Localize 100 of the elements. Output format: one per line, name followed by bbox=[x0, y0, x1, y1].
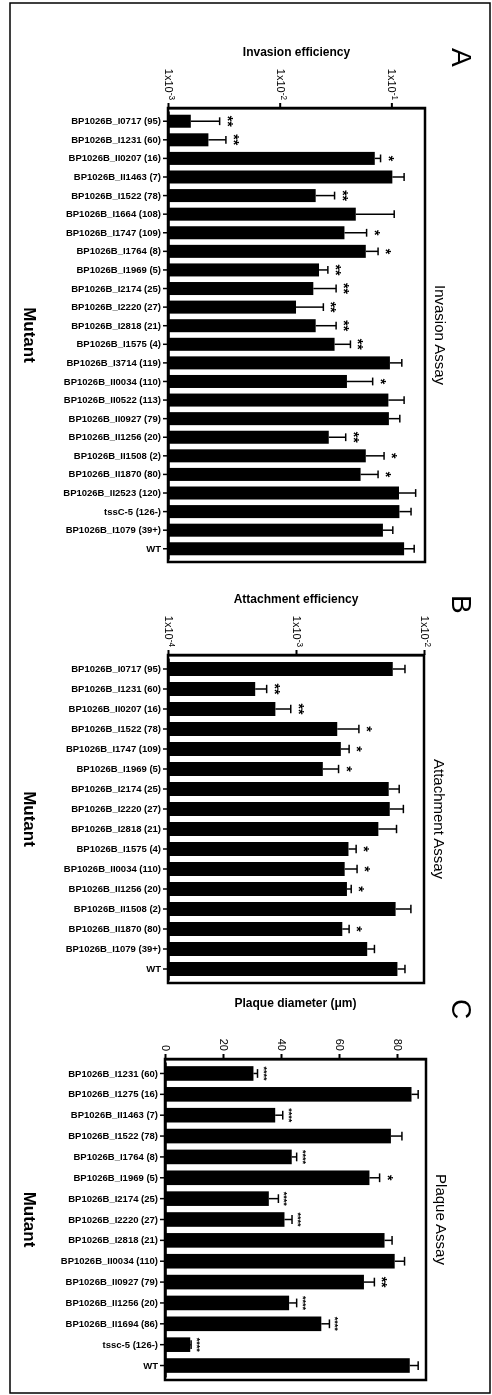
y-tick-label: BP1026B_II0034 (110) bbox=[60, 1255, 158, 1267]
y-tick-label: BP1026B_II0207 (16) bbox=[68, 152, 161, 164]
annotation: **** bbox=[192, 1337, 203, 1353]
y-tick-label: BP1026B_I1664 (108) bbox=[65, 208, 161, 220]
y-tick-label: BP1026B_I1764 (8) bbox=[76, 245, 161, 257]
y-tick-label: BP1026B_I2220 (27) bbox=[71, 301, 161, 313]
annotation: ** bbox=[266, 683, 283, 695]
y-tick-label: BP1026B_I2818 (21) bbox=[71, 319, 161, 331]
annotation: ** bbox=[345, 431, 362, 444]
text: Invasion Assay bbox=[432, 284, 449, 386]
y-tick-label: BP1026B_I1969 (5) bbox=[76, 263, 161, 275]
y-tick-label: BP1026B_I2220 (27) bbox=[68, 1213, 158, 1225]
annotation: ** bbox=[327, 264, 344, 276]
text: B bbox=[446, 595, 477, 614]
y-tick-label: BP1026B_I3714 (119) bbox=[66, 356, 161, 368]
x-axis-title: Attachment efficiency bbox=[233, 592, 359, 606]
y-tick-label: tssc-5 (126-) bbox=[102, 1338, 158, 1350]
annotation: * bbox=[378, 471, 395, 478]
annotation: * bbox=[379, 1175, 396, 1182]
annotation: * bbox=[378, 248, 395, 255]
y-tick-label: WT bbox=[143, 1359, 159, 1371]
y-tick-label: BP1026B_II1508 (2) bbox=[73, 449, 161, 461]
y-tick-label: BP1026B_I1575 (4) bbox=[76, 338, 161, 350]
annotation: **** bbox=[330, 1316, 341, 1332]
annotation: * bbox=[380, 155, 397, 162]
y-axis-title: Mutant bbox=[20, 1191, 39, 1248]
text: Attachment Assay bbox=[431, 758, 448, 880]
text: A bbox=[446, 48, 477, 67]
y-tick-label: BP1026B_I2174 (25) bbox=[68, 1192, 158, 1204]
y-tick-label: BP1026B_I1522 (78) bbox=[71, 189, 161, 201]
y-tick-label: BP1026B_I1079 (39+) bbox=[65, 524, 161, 536]
y-tick-label: BP1026B_II1463 (7) bbox=[70, 1109, 158, 1121]
y-tick-label: BP1026B_I1522 (78) bbox=[71, 723, 161, 735]
annotation: ** bbox=[350, 338, 367, 351]
y-tick-label: BP1026B_I1764 (8) bbox=[73, 1150, 158, 1162]
y-axis-title: Mutant bbox=[20, 791, 39, 848]
y-tick-label: tssC-5 (126-) bbox=[103, 505, 161, 517]
y-tick-label: BP1026B_II0207 (16) bbox=[68, 703, 161, 715]
y-tick-label: BP1026B_I1969 (5) bbox=[73, 1171, 158, 1183]
y-tick-label: BP1026B_I1231 (60) bbox=[71, 133, 161, 145]
y-tick-label: BP1026B_II1256 (20) bbox=[68, 431, 161, 443]
annotation: * bbox=[358, 726, 375, 733]
y-tick-label: BP1026B_II1870 (80) bbox=[68, 923, 161, 935]
annotation: * bbox=[366, 230, 383, 237]
y-tick-label: BP1026B_I1231 (60) bbox=[71, 683, 161, 695]
x-axis-title: Invasion efficiency bbox=[242, 45, 351, 59]
annotation: **** bbox=[297, 1149, 308, 1165]
y-tick-label: BP1026B_II1256 (20) bbox=[68, 883, 161, 895]
y-tick-label: BP1026B_II1463 (7) bbox=[73, 171, 161, 183]
y-tick-label: BP1026B_II1256 (20) bbox=[65, 1296, 158, 1308]
annotation: * bbox=[357, 866, 374, 873]
y-tick-label: BP1026B_I1522 (78) bbox=[68, 1130, 158, 1142]
annotation: **** bbox=[279, 1191, 290, 1207]
x-tick-label: 20 bbox=[217, 1038, 230, 1051]
annotation: ** bbox=[225, 134, 242, 146]
annotation: **** bbox=[297, 1295, 308, 1311]
y-tick-label: BP1026B_II1508 (2) bbox=[73, 903, 161, 915]
annotation: * bbox=[338, 766, 355, 773]
y-axis-title: Mutant bbox=[20, 307, 39, 364]
x-tick-label: 0 bbox=[159, 1044, 172, 1051]
annotation: * bbox=[384, 453, 401, 460]
y-tick-label: BP1026B_I2818 (21) bbox=[68, 1234, 158, 1246]
y-tick-label: BP1026B_I2818 (21) bbox=[71, 823, 161, 835]
y-tick-label: WT bbox=[146, 963, 162, 975]
annotation: ** bbox=[334, 190, 351, 202]
annotation: ** bbox=[323, 301, 340, 314]
y-tick-label: BP1026B_I1747 (109) bbox=[65, 743, 161, 755]
y-tick-label: WT bbox=[146, 542, 162, 554]
y-tick-label: BP1026B_I1275 (16) bbox=[68, 1088, 158, 1100]
y-tick-label: BP1026B_I1231 (60) bbox=[68, 1067, 158, 1079]
annotation: **** bbox=[258, 1066, 269, 1081]
y-tick-label: BP1026B_I0717 (95) bbox=[71, 115, 161, 127]
y-tick-label: BP1026B_I2174 (25) bbox=[71, 783, 161, 795]
y-tick-label: BP1026B_I2174 (25) bbox=[71, 282, 161, 294]
y-tick-label: BP1026B_II1694 (86) bbox=[65, 1317, 158, 1329]
x-tick-label: 60 bbox=[333, 1038, 346, 1051]
text: Plaque Assay bbox=[433, 1174, 450, 1266]
y-tick-label: BP1026B_II0034 (110) bbox=[63, 863, 161, 875]
annotation: * bbox=[356, 846, 373, 853]
x-axis-title: Plaque diameter (μm) bbox=[234, 996, 357, 1010]
annotation: * bbox=[351, 886, 368, 893]
annotation: **** bbox=[293, 1212, 304, 1227]
y-tick-label: BP1026B_II0034 (110) bbox=[63, 375, 161, 387]
y-tick-label: BP1026B_II0927 (79) bbox=[68, 412, 161, 424]
annotation: * bbox=[349, 926, 366, 933]
y-tick-label: BP1026B_I1079 (39+) bbox=[65, 943, 161, 955]
annotation: ** bbox=[290, 703, 307, 715]
x-tick-label: 80 bbox=[391, 1038, 404, 1051]
y-tick-label: BP1026B_I1575 (4) bbox=[76, 843, 161, 855]
annotation: ** bbox=[336, 320, 353, 332]
annotation: * bbox=[372, 378, 389, 385]
x-tick-label: 40 bbox=[275, 1038, 288, 1051]
annotation: ** bbox=[374, 1276, 391, 1289]
text: C bbox=[446, 999, 477, 1020]
y-tick-label: BP1026B_II0522 (113) bbox=[63, 394, 161, 406]
y-tick-label: BP1026B_I1969 (5) bbox=[76, 763, 161, 775]
y-tick-label: BP1026B_I2220 (27) bbox=[71, 803, 161, 815]
y-tick-label: BP1026B_I0717 (95) bbox=[71, 663, 161, 675]
annotation: ** bbox=[219, 115, 236, 128]
y-tick-label: BP1026B_II2523 (120) bbox=[63, 487, 161, 499]
